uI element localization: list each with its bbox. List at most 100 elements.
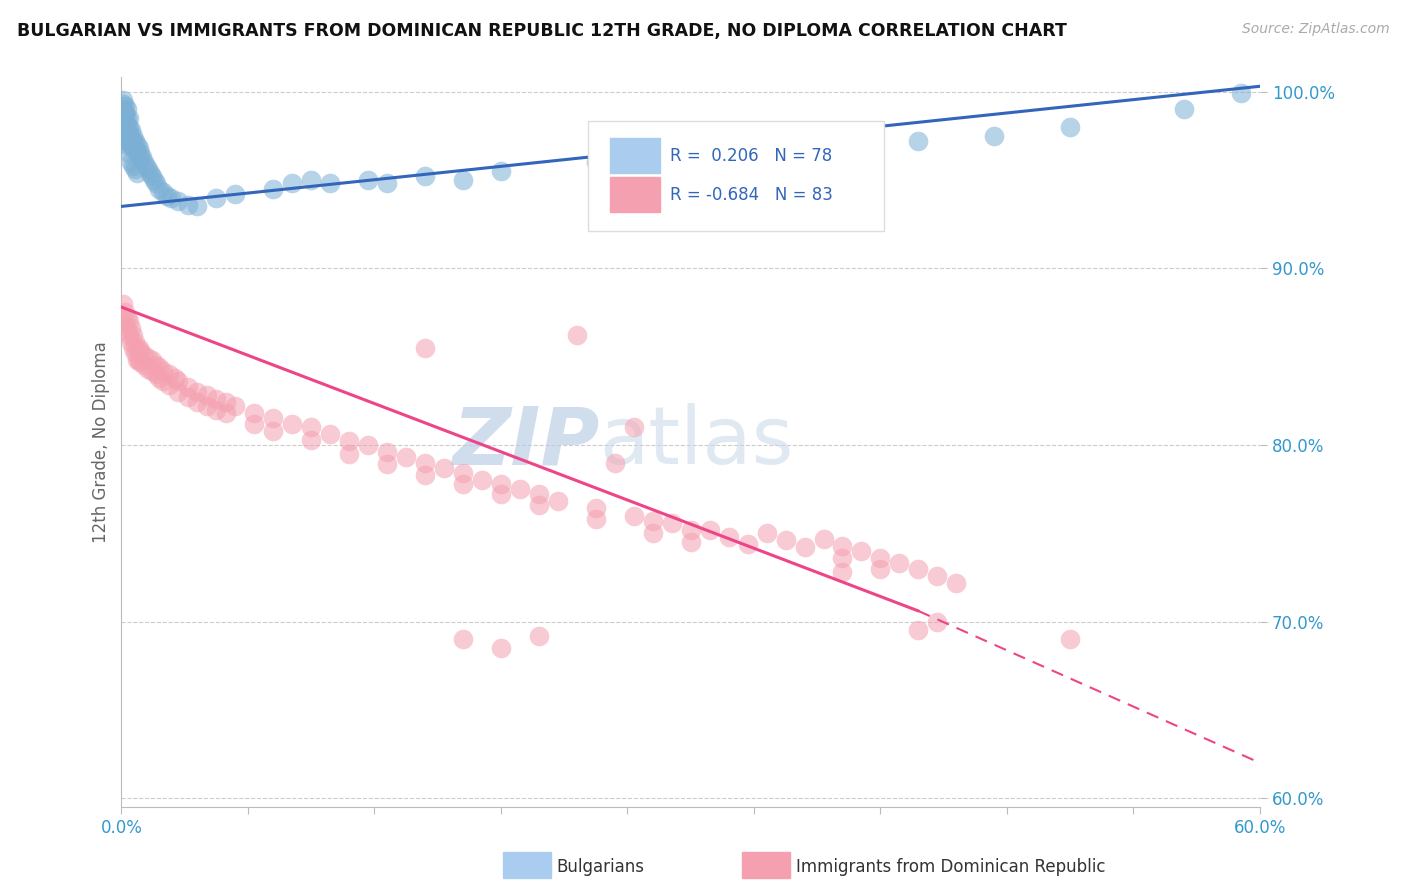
Point — [121, 341, 143, 355]
Point — [152, 186, 174, 200]
Point — [112, 94, 135, 108]
Point — [243, 406, 266, 420]
Point — [831, 539, 853, 553]
Text: Immigrants from Dominican Republic: Immigrants from Dominican Republic — [796, 858, 1105, 876]
Point — [152, 374, 174, 388]
Text: ZIP: ZIP — [453, 403, 599, 482]
Point — [125, 166, 148, 180]
Point — [215, 406, 238, 420]
Point — [167, 384, 190, 399]
Point — [148, 360, 170, 375]
Point — [755, 526, 778, 541]
Point — [115, 120, 138, 134]
Point — [907, 624, 929, 638]
Point — [128, 141, 150, 155]
Point — [135, 159, 157, 173]
Point — [145, 368, 167, 382]
Point — [118, 120, 141, 134]
Point — [125, 343, 148, 357]
Point — [118, 127, 141, 141]
Point — [433, 461, 456, 475]
Point — [186, 395, 208, 409]
Point — [125, 353, 148, 368]
Point — [177, 197, 200, 211]
Point — [124, 134, 146, 148]
Point — [157, 377, 180, 392]
Point — [112, 102, 135, 116]
Point — [145, 359, 167, 373]
Point — [121, 134, 143, 148]
Point — [699, 523, 721, 537]
Point — [395, 450, 418, 465]
Point — [141, 364, 163, 378]
Point — [112, 114, 135, 128]
Point — [115, 111, 138, 125]
Point — [262, 424, 284, 438]
Point — [262, 182, 284, 196]
Point — [134, 348, 156, 362]
Point — [1173, 102, 1195, 116]
Point — [907, 561, 929, 575]
Point — [186, 199, 208, 213]
Point — [139, 166, 162, 180]
Point — [319, 427, 342, 442]
Point — [195, 388, 218, 402]
Point — [118, 134, 141, 148]
Point — [413, 467, 436, 482]
Point — [1059, 120, 1081, 134]
Point — [120, 321, 142, 335]
Point — [813, 532, 835, 546]
Point — [120, 130, 142, 145]
Point — [136, 362, 159, 376]
Point — [851, 544, 873, 558]
Point — [134, 359, 156, 373]
Point — [281, 417, 304, 431]
Point — [319, 177, 342, 191]
Point — [215, 395, 238, 409]
Point — [565, 328, 588, 343]
Point — [641, 152, 664, 166]
Point — [205, 392, 228, 406]
Point — [547, 494, 569, 508]
Point — [112, 120, 135, 134]
Point — [136, 162, 159, 177]
Point — [224, 187, 246, 202]
Point — [451, 173, 474, 187]
Point — [869, 561, 891, 575]
Point — [148, 371, 170, 385]
Point — [115, 134, 138, 148]
Point — [1230, 87, 1253, 101]
Point — [125, 137, 148, 152]
Point — [299, 420, 322, 434]
Point — [114, 99, 136, 113]
Point — [115, 102, 138, 116]
Point — [186, 384, 208, 399]
Point — [831, 141, 853, 155]
Point — [134, 155, 156, 169]
Point — [337, 434, 360, 449]
Point — [527, 629, 550, 643]
Point — [451, 476, 474, 491]
Point — [907, 134, 929, 148]
Point — [115, 128, 138, 143]
Text: BULGARIAN VS IMMIGRANTS FROM DOMINICAN REPUBLIC 12TH GRADE, NO DIPLOMA CORRELATI: BULGARIAN VS IMMIGRANTS FROM DOMINICAN R… — [17, 22, 1067, 40]
Point — [120, 123, 142, 137]
Point — [357, 173, 380, 187]
Point — [927, 615, 949, 629]
Point — [679, 535, 702, 549]
Point — [195, 399, 218, 413]
Point — [775, 146, 797, 161]
Point — [793, 541, 815, 555]
FancyBboxPatch shape — [588, 121, 884, 231]
Point — [177, 390, 200, 404]
Point — [177, 379, 200, 393]
Point — [889, 556, 911, 570]
Point — [489, 476, 512, 491]
Point — [927, 568, 949, 582]
Point — [114, 305, 136, 319]
Point — [603, 456, 626, 470]
Point — [142, 173, 165, 187]
Point — [115, 137, 138, 152]
Point — [159, 190, 181, 204]
Point — [118, 328, 141, 343]
